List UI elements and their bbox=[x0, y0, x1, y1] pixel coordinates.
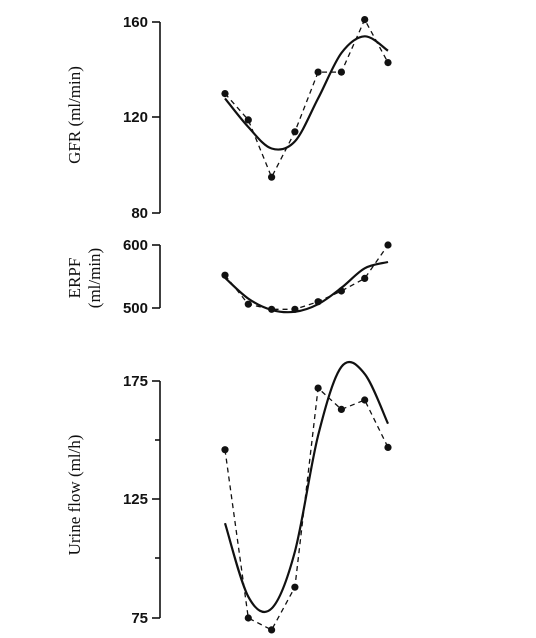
urine-point-8 bbox=[384, 443, 392, 451]
gfr-observed-line bbox=[224, 18, 389, 179]
erpf-point-8 bbox=[384, 241, 392, 249]
urine-point-7 bbox=[361, 396, 369, 404]
gfr-point-3 bbox=[268, 173, 276, 181]
gfr-point-8 bbox=[384, 59, 392, 67]
gfr-point-2 bbox=[244, 116, 252, 124]
erpf-axis-label: ERPF bbox=[65, 258, 84, 299]
erpf-points bbox=[221, 241, 392, 313]
urine-fit-curve bbox=[223, 360, 389, 613]
urine-tick-label-175: 175 bbox=[123, 373, 148, 390]
gfr-point-4 bbox=[291, 128, 299, 136]
erpf-observed-line bbox=[224, 244, 389, 310]
erpf-point-6 bbox=[337, 287, 345, 295]
erpf-point-7 bbox=[361, 274, 369, 282]
erpf-point-4 bbox=[291, 305, 299, 313]
gfr-axis-label: GFR (ml/min) bbox=[65, 66, 84, 164]
gfr-tick-label-80: 80 bbox=[131, 205, 148, 222]
erpf-fit-curve bbox=[224, 260, 389, 314]
gfr-panel: GFR (ml/min) 160 120 80 bbox=[65, 14, 392, 222]
urine-point-1 bbox=[221, 446, 229, 454]
gfr-point-6 bbox=[337, 68, 345, 76]
urine-points bbox=[221, 384, 392, 634]
erpf-axis-unit: (ml/min) bbox=[85, 248, 104, 308]
erpf-tick-label-600: 600 bbox=[123, 237, 148, 254]
gfr-point-5 bbox=[314, 68, 322, 76]
erpf-point-2 bbox=[244, 300, 252, 308]
urine-point-4 bbox=[291, 583, 299, 591]
erpf-panel: ERPF (ml/min) 600 500 bbox=[65, 237, 392, 317]
urine-axis-label: Urine flow (ml/h) bbox=[65, 435, 84, 556]
erpf-point-3 bbox=[268, 305, 276, 313]
urine-point-5 bbox=[314, 384, 322, 392]
urine-tick-label-125: 125 bbox=[123, 491, 148, 508]
gfr-point-1 bbox=[221, 90, 229, 98]
urine-panel: Urine flow (ml/h) 175 125 75 bbox=[65, 360, 392, 634]
urine-tick-label-75: 75 bbox=[131, 610, 148, 627]
erpf-tick-label-500: 500 bbox=[123, 300, 148, 317]
gfr-point-7 bbox=[361, 16, 369, 24]
gfr-points bbox=[221, 16, 392, 181]
urine-point-3 bbox=[268, 626, 276, 634]
gfr-fit-curve bbox=[224, 35, 389, 151]
urine-point-2 bbox=[244, 614, 252, 622]
gfr-tick-label-120: 120 bbox=[123, 109, 148, 126]
urine-observed-line bbox=[224, 386, 389, 631]
erpf-point-5 bbox=[314, 298, 322, 306]
gfr-tick-label-160: 160 bbox=[123, 14, 148, 31]
erpf-point-1 bbox=[221, 271, 229, 279]
urine-point-6 bbox=[337, 405, 345, 413]
